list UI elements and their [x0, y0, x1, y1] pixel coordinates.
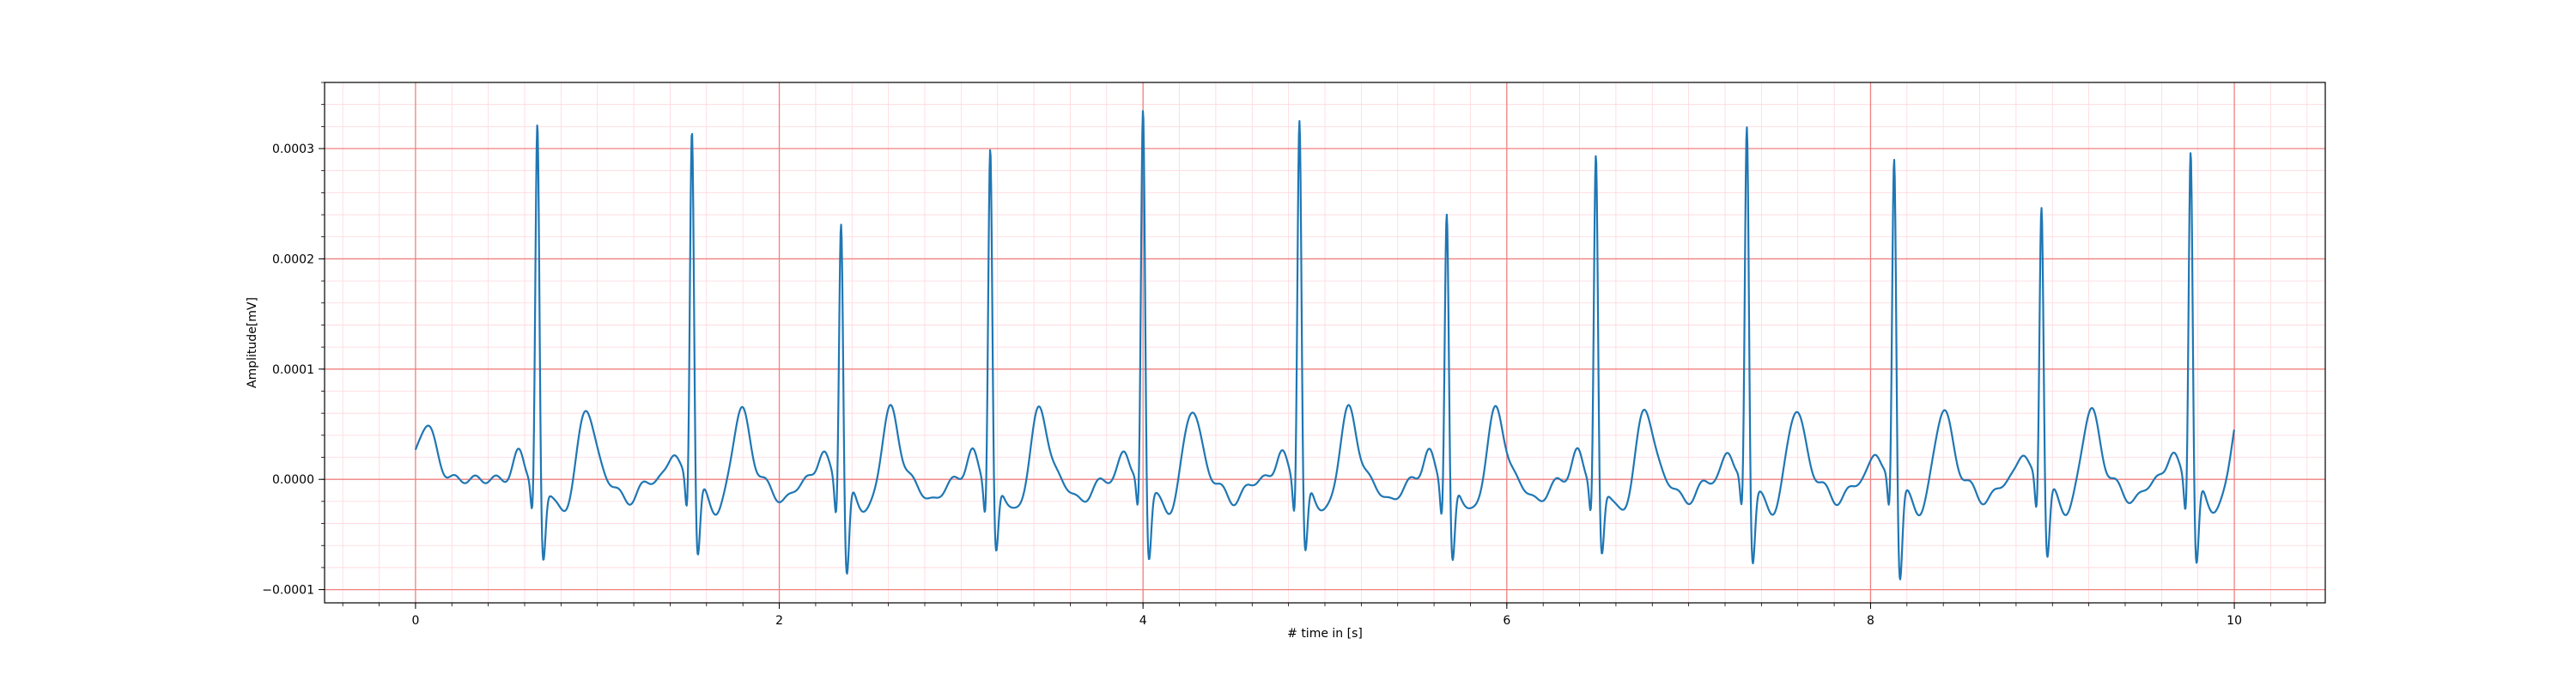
y-tick-label: 0.0003 — [272, 143, 314, 156]
x-tick-label: 2 — [775, 614, 783, 628]
x-tick-label: 8 — [1867, 614, 1874, 628]
major-grid — [325, 82, 2325, 603]
y-tick-label: −0.0001 — [262, 584, 314, 598]
x-tick-label: 6 — [1503, 614, 1510, 628]
ecg-series-line — [414, 110, 2235, 581]
y-axis-label: Amplitude[mV] — [246, 297, 259, 388]
y-tick-label: 0.0001 — [272, 363, 314, 377]
x-tick-label: 10 — [2227, 614, 2242, 628]
x-tick-label: 0 — [411, 614, 419, 628]
x-tick-label: 4 — [1139, 614, 1147, 628]
y-tick-label: 0.0002 — [272, 252, 314, 266]
x-axis-label: # time in [s] — [1287, 627, 1363, 641]
y-tick-label: 0.0000 — [272, 473, 314, 487]
y-axis-ticks: −0.0001 0.0000 0.0001 0.0002 0.0003 — [262, 82, 325, 598]
x-axis-ticks: 0 2 4 6 8 10 — [342, 603, 2308, 628]
